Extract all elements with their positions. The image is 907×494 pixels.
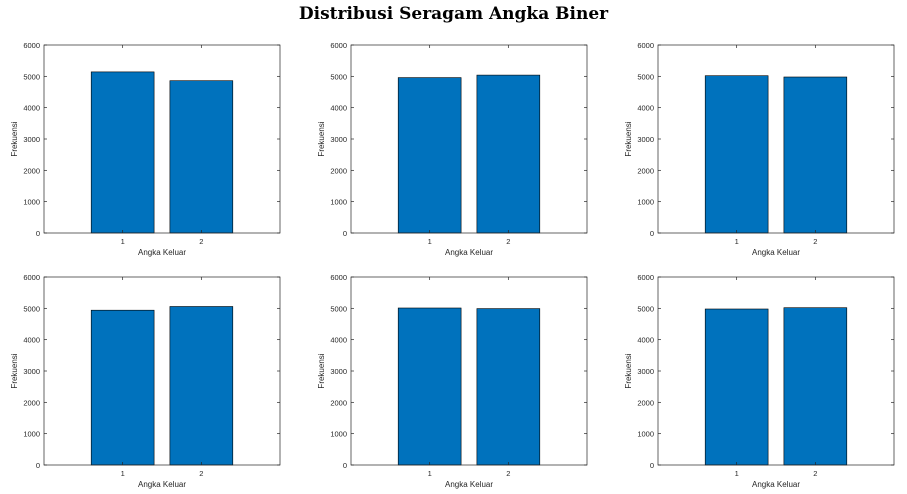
y-tick-label: 0 [343,461,347,470]
y-tick-label: 3000 [330,367,347,376]
subplot-1: 0 1000 2000 3000 4000 5000 6000 1 2 Angka Keluar F… [10,41,281,257]
y-tick-label: 5000 [330,72,347,81]
bar-2 [169,80,234,234]
x-tick-label: 2 [813,469,817,478]
plot-box [43,276,281,466]
x-tick-label: 2 [199,237,203,246]
y-tick-label: 2000 [23,166,40,175]
figure-title: Distribusi Seragam Angka Biner [298,4,609,24]
y-tick-label: 1000 [637,430,654,439]
y-tick-label: 3000 [23,135,40,144]
bar-2 [169,306,234,466]
bar-2 [783,76,848,234]
y-tick-label: 5000 [637,72,654,81]
y-tick-label: 6000 [23,41,40,50]
y-tick-label: 5000 [23,72,40,81]
subplot-2: 0 1000 2000 3000 4000 5000 6000 1 2 Angka Keluar F… [317,41,588,257]
x-tick-label: 2 [199,469,203,478]
bar-1 [397,307,462,466]
y-tick-label: 0 [36,229,40,238]
bar-2 [476,308,541,466]
y-tick-label: 6000 [637,41,654,50]
y-axis-label: Frekuensi [317,121,326,156]
subplot-6: 0 1000 2000 3000 4000 5000 6000 1 2 Angka Keluar F… [624,273,895,489]
y-tick-label: 6000 [330,273,347,282]
y-tick-label: 6000 [330,41,347,50]
y-tick-label: 3000 [637,135,654,144]
x-tick-label: 1 [428,237,432,246]
y-tick-label: 1000 [637,198,654,207]
y-tick-label: 2000 [637,166,654,175]
y-tick-label: 4000 [330,104,347,113]
x-axis-label: Angka Keluar [752,480,800,489]
y-tick-label: 4000 [637,104,654,113]
plot-box [43,44,281,234]
x-tick-label: 1 [121,237,125,246]
y-tick-label: 4000 [23,336,40,345]
y-tick-label: 1000 [23,430,40,439]
x-tick-label: 2 [506,469,510,478]
y-tick-label: 5000 [637,304,654,313]
y-axis-label: Frekuensi [624,353,633,388]
subplot-5: 0 1000 2000 3000 4000 5000 6000 1 2 Angka Keluar F… [317,273,588,489]
y-tick-label: 1000 [330,430,347,439]
x-axis-label: Angka Keluar [445,480,493,489]
y-tick-label: 4000 [637,336,654,345]
bar-1 [397,77,462,234]
bar-1 [90,71,155,234]
y-tick-label: 0 [36,461,40,470]
bar-2 [783,307,848,466]
plot-box [657,276,895,466]
x-tick-label: 1 [121,469,125,478]
y-tick-label: 2000 [23,398,40,407]
y-tick-label: 0 [650,229,654,238]
y-tick-label: 2000 [637,398,654,407]
y-tick-label: 2000 [330,166,347,175]
y-axis-label: Frekuensi [624,121,633,156]
y-tick-label: 3000 [637,367,654,376]
bar-2 [476,74,541,234]
plot-box [350,44,588,234]
x-tick-label: 2 [813,237,817,246]
y-tick-label: 3000 [23,367,40,376]
x-tick-label: 1 [428,469,432,478]
plot-box [657,44,895,234]
y-tick-label: 4000 [23,104,40,113]
y-tick-label: 1000 [23,198,40,207]
y-tick-label: 0 [343,229,347,238]
plot-box [350,276,588,466]
y-axis-label: Frekuensi [317,353,326,388]
y-tick-label: 5000 [330,304,347,313]
y-tick-label: 6000 [637,273,654,282]
bar-1 [90,309,155,466]
x-tick-label: 1 [735,237,739,246]
x-axis-label: Angka Keluar [138,480,186,489]
y-tick-label: 2000 [330,398,347,407]
y-tick-label: 1000 [330,198,347,207]
x-tick-label: 2 [506,237,510,246]
x-axis-label: Angka Keluar [138,248,186,257]
subplot-4: 0 1000 2000 3000 4000 5000 6000 1 2 Angka Keluar F… [10,273,281,489]
y-axis-label: Frekuensi [10,121,19,156]
y-tick-label: 0 [650,461,654,470]
x-axis-label: Angka Keluar [445,248,493,257]
subplot-3: 0 1000 2000 3000 4000 5000 6000 1 2 Angka Keluar F… [624,41,895,257]
y-tick-label: 4000 [330,336,347,345]
x-tick-label: 1 [735,469,739,478]
y-axis-label: Frekuensi [10,353,19,388]
bar-1 [704,308,769,466]
y-tick-label: 3000 [330,135,347,144]
x-axis-label: Angka Keluar [752,248,800,257]
y-tick-label: 5000 [23,304,40,313]
bar-1 [704,75,769,234]
y-tick-label: 6000 [23,273,40,282]
